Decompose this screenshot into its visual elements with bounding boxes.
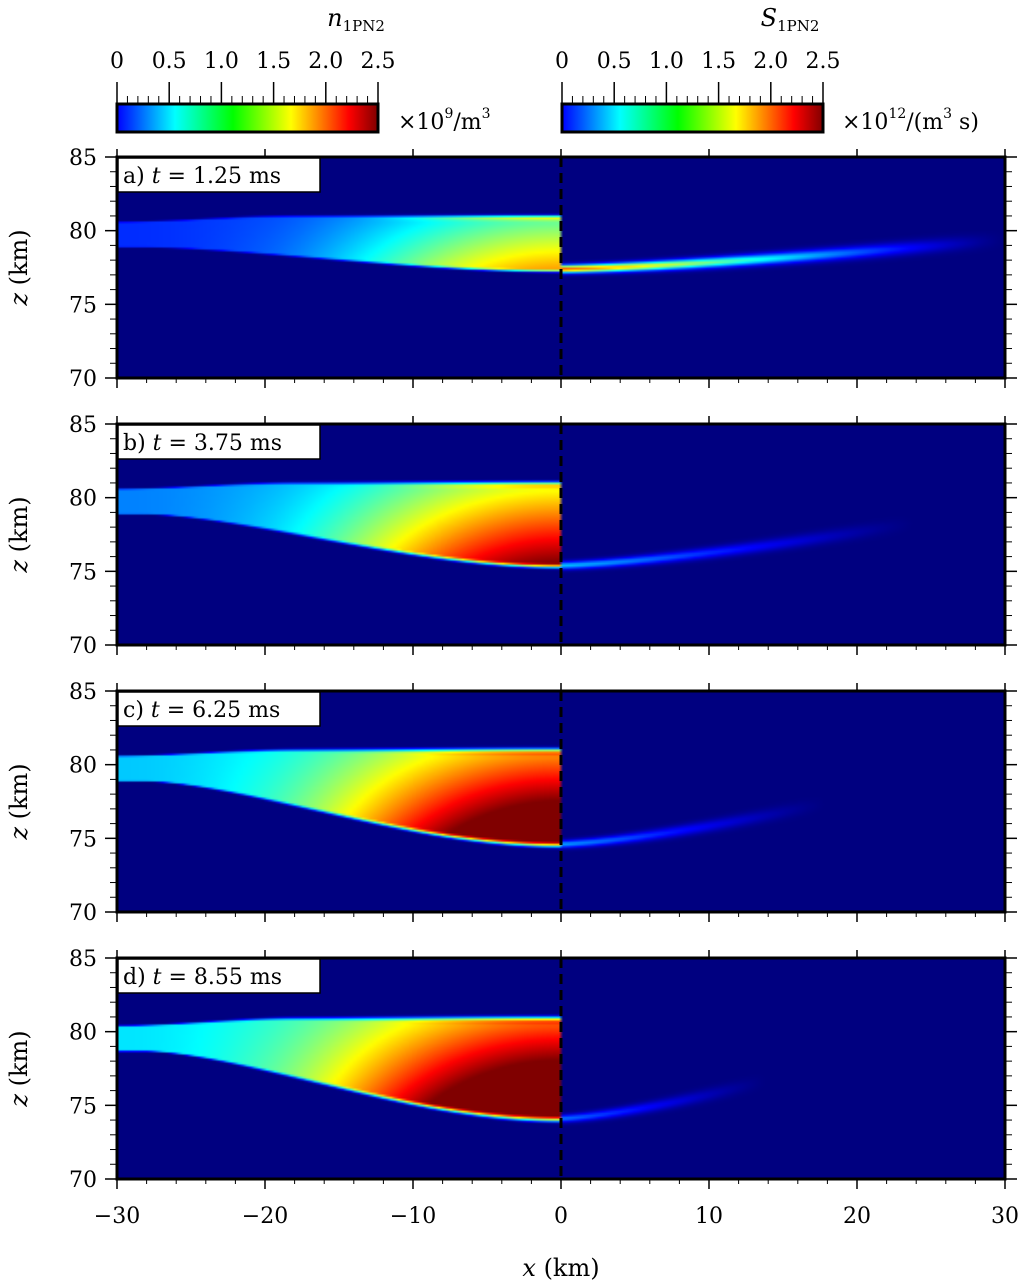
colorbar-left-tick-label: 2.0 [308,49,343,74]
x-tick-label: 0 [554,1204,568,1229]
colorbar-left-tick-label: 1.0 [204,49,239,74]
y-tick-label: 75 [69,560,97,585]
colorbar-left: n1PN2 0 0.5 1.0 1.5 2.0 2.5 ×109/m3 [110,4,491,135]
colorbar-right-bar [560,102,825,134]
y-tick-label: 80 [69,220,97,245]
panel-label-text: c) t = 6.25 ms [123,698,280,723]
panel-label-box [117,958,321,994]
colorbar-right-tick-label: 0.5 [597,49,632,74]
y-axis-label: z (km) [5,1030,33,1107]
y-tick-label: 70 [69,1168,97,1193]
x-tick-label: 30 [991,1204,1019,1229]
x-tick-label: 10 [695,1204,723,1229]
y-tick-label: 80 [69,754,97,779]
panel-label-text: d) t = 8.55 ms [123,965,282,990]
panel-label-box [117,424,321,460]
colorbar-left-tick-label: 0.5 [152,49,187,74]
colorbar-left-bar [115,102,380,134]
panel-1: 70 75 80 85 z (km) a) t = 1.25 ms [5,146,1017,392]
colorbar-right-tick-label: 0 [555,49,569,74]
y-tick-label: 85 [69,146,97,171]
y-axis-label: z (km) [5,763,33,840]
colorbar-left-unit: ×109/m3 [398,106,491,135]
colorbar-right-tick-label: 2.5 [806,49,841,74]
colorbar-right-tick-label: 2.0 [753,49,788,74]
panel-3: 70 75 80 85 z (km) c) t = 6.25 ms [5,680,1017,926]
y-axis-label: z (km) [5,496,33,573]
colorbar-left-tick-label: 2.5 [361,49,396,74]
colorbar-right-tick-label: 1.5 [701,49,736,74]
x-tick-label: 20 [843,1204,871,1229]
y-tick-label: 70 [69,901,97,926]
y-tick-label: 75 [69,827,97,852]
panel-label-text: a) t = 1.25 ms [123,164,281,189]
panel-label: c) t = 6.25 ms [117,691,321,727]
panels: 70 75 80 85 z (km) a) t = 1.25 ms 70 75 80 85 z (k… [5,146,1017,1193]
y-tick-label: 70 [69,634,97,659]
colorbar-right-title: S1PN2 [761,4,820,35]
y-tick-label: 75 [69,293,97,318]
y-tick-label: 80 [69,487,97,512]
panel-label-text: b) t = 3.75 ms [123,431,282,456]
x-tick-label: −10 [390,1204,436,1229]
colorbar-right-tick-label: 1.0 [649,49,684,74]
y-tick-label: 75 [69,1094,97,1119]
y-tick-label: 80 [69,1021,97,1046]
y-tick-label: 70 [69,367,97,392]
panel-2: 70 75 80 85 z (km) b) t = 3.75 ms [5,413,1017,659]
panel-label: a) t = 1.25 ms [117,157,321,193]
panel-4: 70 75 80 85 z (km) d) t = 8.55 ms [5,947,1017,1193]
x-axis-label: x (km) [522,1254,599,1282]
y-tick-label: 85 [69,680,97,705]
y-tick-label: 85 [69,413,97,438]
y-tick-label: 85 [69,947,97,972]
panel-label: d) t = 8.55 ms [117,958,321,994]
y-axis-label: z (km) [5,229,33,306]
panel-label: b) t = 3.75 ms [117,424,321,460]
colorbar-left-tick-label: 1.5 [256,49,291,74]
x-tick-label: −20 [242,1204,288,1229]
colorbar-right: S1PN2 0 0.5 1.0 1.5 2.0 2.5 ×1012/(m3 s) [555,4,979,135]
colorbar-left-tick-label: 0 [110,49,124,74]
panel-label-box [117,157,321,193]
x-axis: −30 −20 −10 0 10 20 30 [94,1204,1019,1229]
colorbar-right-unit: ×1012/(m3 s) [842,106,979,135]
panel-label-box [117,691,321,727]
x-tick-label: −30 [94,1204,140,1229]
colorbar-left-title: n1PN2 [327,4,385,35]
